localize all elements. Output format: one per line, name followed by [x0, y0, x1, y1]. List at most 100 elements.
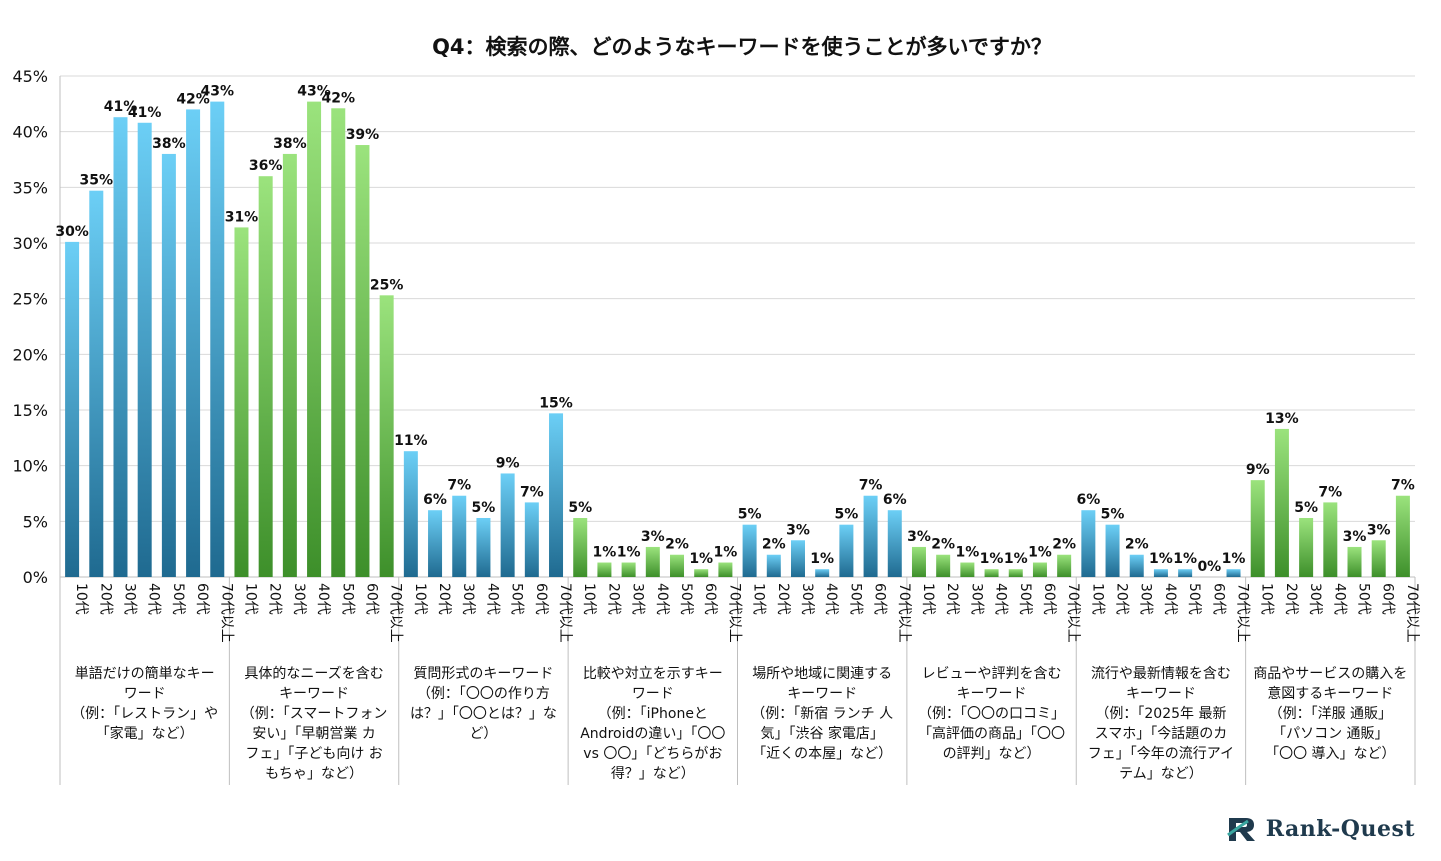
x-tick-label: 20代 — [267, 583, 283, 615]
x-tick-label: 40代 — [1331, 583, 1347, 615]
x-tick-label: 70代以上 — [388, 583, 404, 643]
x-tick-label: 20代 — [605, 583, 621, 615]
bar — [1395, 495, 1410, 577]
x-tick-label: 40代 — [146, 583, 162, 615]
x-tick-label: 50代 — [1017, 583, 1033, 615]
x-tick-label: 20代 — [1283, 583, 1299, 615]
bar — [476, 517, 491, 577]
data-label: 5% — [1101, 507, 1125, 523]
x-tick-label: 50代 — [678, 583, 694, 615]
data-label: 3% — [641, 529, 665, 545]
data-label: 1% — [1149, 551, 1173, 567]
x-tick-label: 70代以上 — [218, 583, 234, 643]
x-tick-label: 10代 — [581, 583, 597, 615]
x-tick-label: 10代 — [1259, 583, 1275, 615]
x-tick-label: 30代 — [291, 583, 307, 615]
bar — [1250, 480, 1265, 577]
bar — [331, 108, 346, 577]
data-label: 1% — [1222, 551, 1246, 567]
bar — [379, 295, 394, 577]
data-label: 25% — [370, 277, 404, 293]
bar — [1008, 569, 1023, 577]
data-label: 7% — [520, 484, 544, 500]
bar — [137, 122, 152, 577]
x-tick-label: 40代 — [654, 583, 670, 615]
data-label: 5% — [834, 507, 858, 523]
data-label: 5% — [568, 500, 592, 516]
data-label: 35% — [80, 173, 114, 189]
x-tick-label: 40代 — [1162, 583, 1178, 615]
data-label: 41% — [128, 105, 162, 121]
y-tick-label: 15% — [12, 401, 48, 420]
data-label: 0% — [1197, 559, 1221, 575]
bar — [887, 510, 902, 577]
bar — [694, 569, 709, 577]
x-tick-label: 50代 — [170, 583, 186, 615]
category-label: 単語だけの簡単なキー ワード （例：「レストラン」や 「家電」など） — [71, 666, 219, 742]
y-tick-label: 10% — [12, 457, 48, 476]
bar — [549, 413, 564, 577]
data-label: 38% — [273, 136, 307, 152]
x-tick-label: 60代 — [702, 583, 718, 615]
data-label: 1% — [1028, 545, 1052, 561]
y-tick-label: 5% — [23, 512, 48, 531]
bar — [1081, 510, 1096, 577]
x-tick-label: 20代 — [436, 583, 452, 615]
data-label: 1% — [617, 545, 641, 561]
bar — [621, 562, 636, 577]
data-label: 1% — [1004, 551, 1028, 567]
bar — [645, 546, 660, 577]
x-tick-label: 60代 — [1210, 583, 1226, 615]
data-label: 38% — [152, 136, 186, 152]
data-label: 1% — [714, 545, 738, 561]
data-label: 2% — [762, 537, 786, 553]
bar — [428, 510, 443, 577]
data-label: 9% — [496, 455, 520, 471]
data-label: 7% — [1318, 484, 1342, 500]
data-label: 2% — [665, 537, 689, 553]
data-label: 5% — [738, 507, 762, 523]
data-label: 6% — [883, 492, 907, 508]
bar — [65, 241, 80, 578]
data-label: 15% — [539, 395, 573, 411]
category-label: レビューや評判を含む キーワード （例：「〇〇の口コミ」 「高評価の商品」「〇〇 の評判… — [918, 666, 1066, 762]
data-label: 3% — [1343, 529, 1367, 545]
rank-quest-logo-icon — [1226, 818, 1255, 841]
x-tick-label: 30代 — [460, 583, 476, 615]
category-label: 場所や地域に関連する キーワード （例：「新宿 ランチ 人気」「渋谷 家電店」 「近く… — [751, 666, 894, 762]
x-tick-label: 40代 — [993, 583, 1009, 615]
x-tick-label: 30代 — [1138, 583, 1154, 615]
x-tick-label: 40代 — [484, 583, 500, 615]
bar — [1153, 569, 1168, 577]
bar — [452, 495, 467, 577]
data-label: 43% — [201, 84, 235, 100]
data-label: 30% — [55, 224, 89, 240]
bar — [186, 109, 201, 578]
x-tick-label: 30代 — [630, 583, 646, 615]
data-label: 5% — [472, 500, 496, 516]
x-tick-label: 40代 — [315, 583, 331, 615]
bar — [742, 524, 757, 577]
data-label: 1% — [1173, 551, 1197, 567]
y-tick-label: 30% — [12, 234, 48, 253]
x-tick-label: 60代 — [1380, 583, 1396, 615]
bar — [815, 569, 830, 577]
y-tick-label: 35% — [12, 178, 48, 197]
bar — [573, 517, 588, 577]
bar — [307, 101, 322, 578]
x-tick-label: 70代以上 — [1235, 583, 1251, 643]
y-tick-label: 25% — [12, 290, 48, 309]
bar — [936, 554, 951, 577]
bar — [1274, 428, 1289, 577]
x-tick-label: 10代 — [242, 583, 258, 615]
bar — [960, 562, 975, 577]
x-tick-label: 50代 — [1186, 583, 1202, 615]
logo-text: Rank-Quest — [1265, 816, 1415, 842]
data-label: 7% — [1391, 478, 1415, 494]
data-label: 39% — [346, 127, 380, 143]
bar — [863, 495, 878, 577]
bar — [911, 546, 926, 577]
data-label: 43% — [297, 84, 331, 100]
bar — [234, 227, 249, 577]
